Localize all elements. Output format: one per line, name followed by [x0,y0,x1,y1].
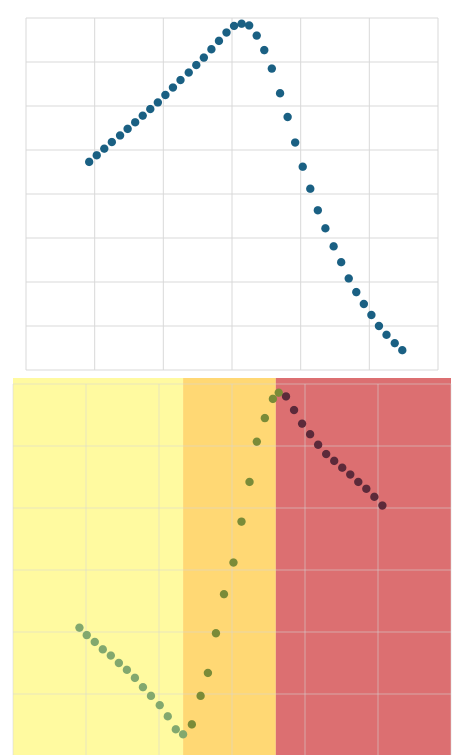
bottom-chart-point-s1-8 [252,437,262,446]
bottom-chart-point-s0-1 [82,630,91,640]
top-chart-point-s0-36 [359,299,369,309]
bottom-chart-region-1 [183,378,276,755]
bottom-chart-point-s1-0 [187,720,197,729]
top-chart-point-s0-22 [252,31,261,40]
top-chart-point-s0-8 [146,104,155,114]
bottom-chart-point-s0-11 [163,712,172,721]
top-chart-point-s0-37 [367,310,376,320]
bottom-chart-point-s2-9 [354,477,363,487]
top-chart-point-s0-21 [244,21,254,30]
top-chart-point-s0-11 [168,83,178,92]
top-chart-point-s0-6 [130,118,140,127]
top-chart-point-s0-39 [382,330,391,339]
top-chart-point-s0-19 [229,21,239,31]
top-chart-point-s0-13 [184,68,193,77]
top-chart-point-s0-15 [199,53,209,62]
bottom-chart-point-s1-9 [260,413,270,423]
bottom-chart-point-s1-3 [211,629,221,638]
top-chart-point-s0-16 [207,45,216,54]
bottom-chart-point-s0-6 [122,665,132,675]
bottom-chart-point-s0-9 [146,691,156,701]
bottom-chart-point-s1-6 [237,517,246,526]
top-chart-point-s0-12 [176,75,185,85]
bottom-chart-point-s0-4 [106,651,116,660]
top-chart-point-s0-32 [329,242,338,251]
bottom-chart-point-s2-0 [281,392,291,401]
top-chart-point-s0-30 [313,206,323,215]
bottom-chart-point-s1-2 [203,668,213,678]
bottom-chart-point-s2-10 [362,484,371,493]
top-chart-point-s0-31 [321,224,330,233]
top-chart-point-s0-5 [123,124,132,134]
bottom-chart-point-s0-8 [138,682,148,692]
top-chart-point-s0-40 [390,338,399,348]
top-scatter-chart [25,17,439,371]
top-chart-point-s0-17 [214,36,224,46]
bottom-chart-point-s0-0 [75,623,84,632]
top-chart-point-s0-38 [374,321,384,331]
bottom-chart-point-s1-11 [274,388,283,397]
top-chart-point-s0-27 [290,138,300,147]
top-chart-point-s0-24 [267,64,277,73]
bottom-chart-point-s0-10 [155,700,164,710]
top-chart-point-s0-9 [153,98,163,107]
top-chart-point-s0-41 [398,346,407,355]
top-chart-point-s0-29 [306,184,315,193]
bottom-chart-point-s0-5 [114,658,124,668]
bottom-chart-point-s2-7 [338,463,347,472]
top-chart-point-s0-10 [161,90,170,100]
top-chart-point-s0-25 [275,89,285,98]
top-chart-point-s0-26 [283,112,292,122]
top-chart-point-s0-18 [222,28,231,37]
bottom-chart-point-s0-12 [171,725,180,734]
top-chart-point-s0-35 [352,287,361,297]
bottom-chart-point-s2-4 [313,440,323,449]
top-chart-point-s0-2 [100,144,109,153]
bottom-chart-point-s1-4 [219,589,229,599]
top-chart-point-s0-14 [192,60,201,70]
bottom-chart-region-0 [13,378,184,755]
bottom-chart-point-s0-3 [98,645,107,654]
bottom-scatter-chart [12,378,452,755]
bottom-chart-point-s0-7 [130,673,140,683]
bottom-chart-point-s2-3 [305,430,315,439]
top-chart-point-s0-7 [138,111,147,120]
bottom-chart-point-s2-5 [321,449,331,459]
top-chart-point-s0-3 [107,137,117,147]
bottom-chart-point-s0-2 [90,637,99,647]
top-chart-point-s0-1 [92,151,101,160]
bottom-chart-point-s1-5 [229,558,238,567]
bottom-chart-point-s2-6 [330,456,339,466]
bottom-chart-point-s2-11 [370,492,379,502]
bottom-chart-point-s2-2 [297,419,307,428]
top-chart-point-s0-0 [84,157,94,167]
bottom-chart-point-s2-1 [289,405,299,415]
top-chart-point-s0-28 [298,162,307,171]
bottom-chart-point-s1-7 [245,477,254,487]
bottom-chart-point-s0-13 [178,730,188,739]
top-chart-point-s0-23 [260,45,269,55]
top-chart-point-s0-20 [237,19,246,28]
bottom-chart-point-s1-1 [196,691,205,701]
bottom-chart-point-s2-12 [378,501,387,510]
bottom-chart-region-2 [275,378,451,755]
top-chart-point-s0-33 [336,258,346,267]
top-chart-point-s0-34 [344,274,353,283]
bottom-chart-point-s2-8 [346,470,355,479]
bottom-chart-point-s1-10 [268,394,278,404]
top-chart-point-s0-4 [115,131,125,140]
